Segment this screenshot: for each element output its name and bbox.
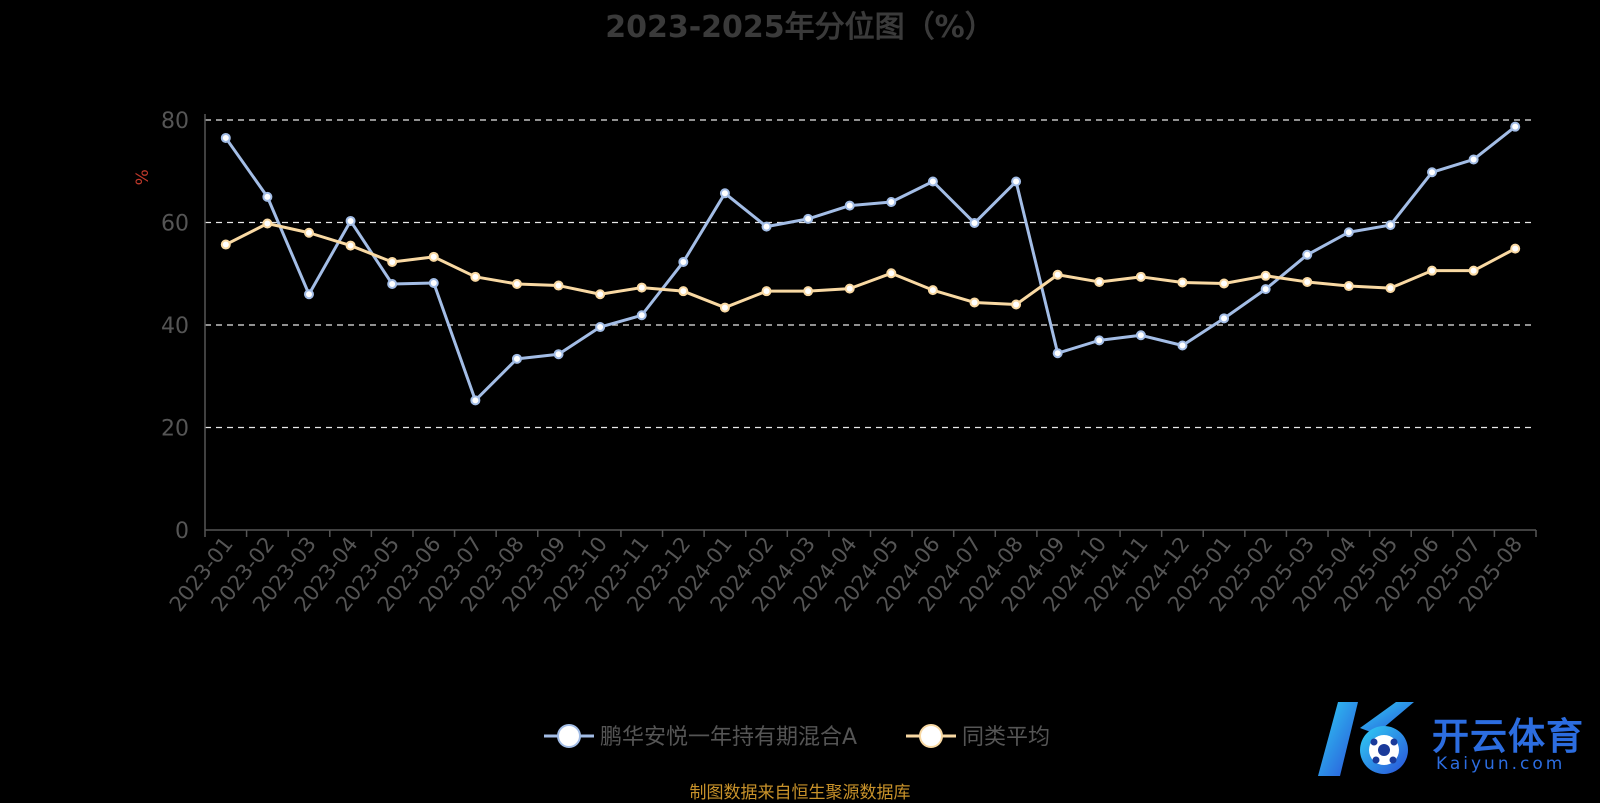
source-note: 制图数据来自恒生聚源数据库 bbox=[689, 783, 911, 803]
data-point bbox=[886, 268, 897, 279]
data-point bbox=[636, 282, 647, 293]
y-axis-label: % bbox=[133, 169, 153, 185]
data-point bbox=[969, 297, 980, 308]
data-point bbox=[844, 283, 855, 294]
data-point bbox=[1468, 265, 1479, 276]
data-point bbox=[1302, 249, 1313, 260]
data-point bbox=[803, 213, 814, 224]
data-point bbox=[927, 176, 938, 187]
data-point bbox=[1510, 121, 1521, 132]
data-point bbox=[345, 240, 356, 251]
series-layer bbox=[220, 121, 1521, 406]
y-tick-label: 20 bbox=[161, 417, 189, 442]
axes: 020406080%2023-012023-022023-032023-0420… bbox=[133, 109, 1537, 616]
series-line-2 bbox=[225, 222, 1516, 310]
data-point bbox=[761, 221, 772, 232]
y-tick-label: 80 bbox=[161, 109, 189, 134]
logo-subtext: Kaiyun.com bbox=[1436, 754, 1566, 774]
data-point bbox=[511, 353, 522, 364]
data-point bbox=[428, 251, 439, 262]
y-tick-label: 60 bbox=[161, 212, 189, 237]
data-point bbox=[1177, 277, 1188, 288]
data-point bbox=[636, 310, 647, 321]
data-point bbox=[595, 322, 606, 333]
data-point bbox=[1219, 278, 1230, 289]
data-point bbox=[1385, 220, 1396, 231]
legend-item-2[interactable]: 同类平均 bbox=[906, 724, 1050, 750]
data-point bbox=[1260, 284, 1271, 295]
data-point bbox=[1302, 276, 1313, 287]
data-point bbox=[553, 349, 564, 360]
data-point bbox=[1343, 281, 1354, 292]
legend-label: 同类平均 bbox=[962, 725, 1050, 750]
y-tick-label: 40 bbox=[161, 314, 189, 339]
data-point bbox=[1468, 154, 1479, 165]
data-point bbox=[262, 191, 273, 202]
data-point bbox=[719, 188, 730, 199]
data-point bbox=[428, 277, 439, 288]
logo-text: 开云体育 bbox=[1432, 715, 1584, 758]
data-point bbox=[1094, 335, 1105, 346]
data-point bbox=[719, 302, 730, 313]
kaiyun-logo bbox=[1318, 702, 1414, 776]
data-point bbox=[1011, 299, 1022, 310]
data-point bbox=[553, 280, 564, 291]
data-point bbox=[1343, 227, 1354, 238]
legend-item-1[interactable]: 鹏华安悦一年持有期混合A bbox=[544, 724, 857, 750]
data-point bbox=[678, 256, 689, 267]
data-point bbox=[1177, 340, 1188, 351]
data-point bbox=[220, 239, 231, 250]
data-point bbox=[345, 215, 356, 226]
data-point bbox=[262, 218, 273, 229]
data-point bbox=[220, 132, 231, 143]
data-point bbox=[927, 285, 938, 296]
data-point bbox=[1219, 313, 1230, 324]
series-line-1 bbox=[224, 125, 1517, 402]
data-point bbox=[761, 286, 772, 297]
data-point bbox=[470, 271, 481, 282]
legend-label: 鹏华安悦一年持有期混合A bbox=[600, 725, 857, 750]
data-point bbox=[387, 279, 398, 289]
grid bbox=[205, 119, 1536, 429]
data-point bbox=[969, 218, 980, 229]
data-point bbox=[886, 197, 897, 207]
legend-marker bbox=[919, 724, 943, 748]
y-tick-label: 0 bbox=[175, 519, 189, 544]
data-point bbox=[803, 286, 814, 297]
data-point bbox=[678, 286, 689, 297]
data-point bbox=[1260, 270, 1271, 281]
data-point bbox=[1094, 276, 1105, 287]
data-point bbox=[1385, 283, 1396, 294]
legend[interactable]: 鹏华安悦一年持有期混合A 同类平均 bbox=[544, 724, 1050, 750]
data-point bbox=[1052, 269, 1063, 280]
data-point bbox=[595, 289, 606, 300]
chart-title: 2023-2025年分位图（%） bbox=[605, 10, 995, 45]
data-point bbox=[1052, 348, 1063, 359]
data-point bbox=[511, 279, 522, 289]
data-point bbox=[1510, 243, 1521, 254]
data-point bbox=[844, 200, 855, 211]
data-point bbox=[303, 289, 314, 300]
data-point bbox=[1135, 330, 1146, 341]
data-point bbox=[1011, 176, 1022, 187]
data-point bbox=[303, 227, 314, 238]
data-point bbox=[1135, 271, 1146, 282]
data-point bbox=[1427, 167, 1438, 178]
data-point bbox=[470, 395, 481, 406]
legend-marker bbox=[557, 724, 581, 748]
data-point bbox=[1427, 265, 1438, 276]
data-point bbox=[387, 256, 398, 267]
